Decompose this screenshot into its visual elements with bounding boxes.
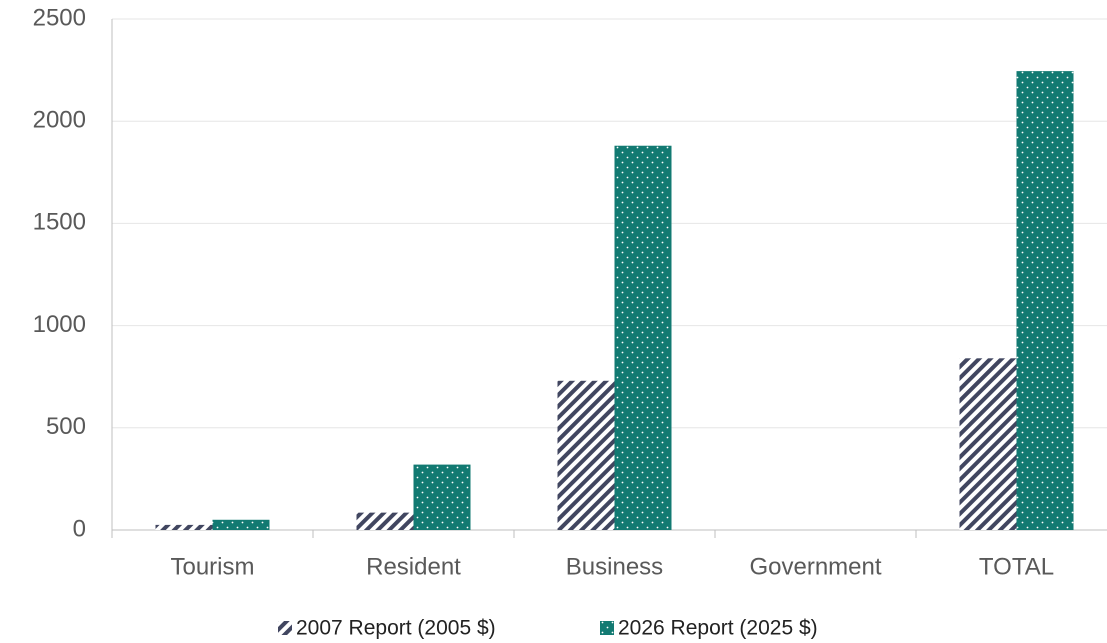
bar xyxy=(557,380,615,530)
bar xyxy=(413,464,471,530)
y-tick-label: 0 xyxy=(73,515,86,542)
x-tick-label: Government xyxy=(749,553,881,580)
bar xyxy=(212,519,270,530)
bar xyxy=(614,145,672,530)
y-tick-label: 1000 xyxy=(33,311,86,338)
bar xyxy=(155,524,213,530)
x-tick-label: Resident xyxy=(366,553,461,580)
legend-marker xyxy=(278,621,292,635)
y-tick-label: 500 xyxy=(46,413,86,440)
bar xyxy=(356,512,414,530)
legend-marker xyxy=(600,621,614,635)
bar xyxy=(1016,71,1074,530)
y-tick-label: 2500 xyxy=(33,4,86,31)
x-tick-label: Tourism xyxy=(170,553,254,580)
x-tick-label: TOTAL xyxy=(979,553,1054,580)
bar xyxy=(959,358,1017,530)
y-tick-label: 1500 xyxy=(33,209,86,236)
x-tick-label: Business xyxy=(566,553,663,580)
legend-label: 2026 Report (2025 $) xyxy=(618,617,818,640)
y-tick-label: 2000 xyxy=(33,107,86,134)
legend-label: 2007 Report (2005 $) xyxy=(296,617,496,640)
